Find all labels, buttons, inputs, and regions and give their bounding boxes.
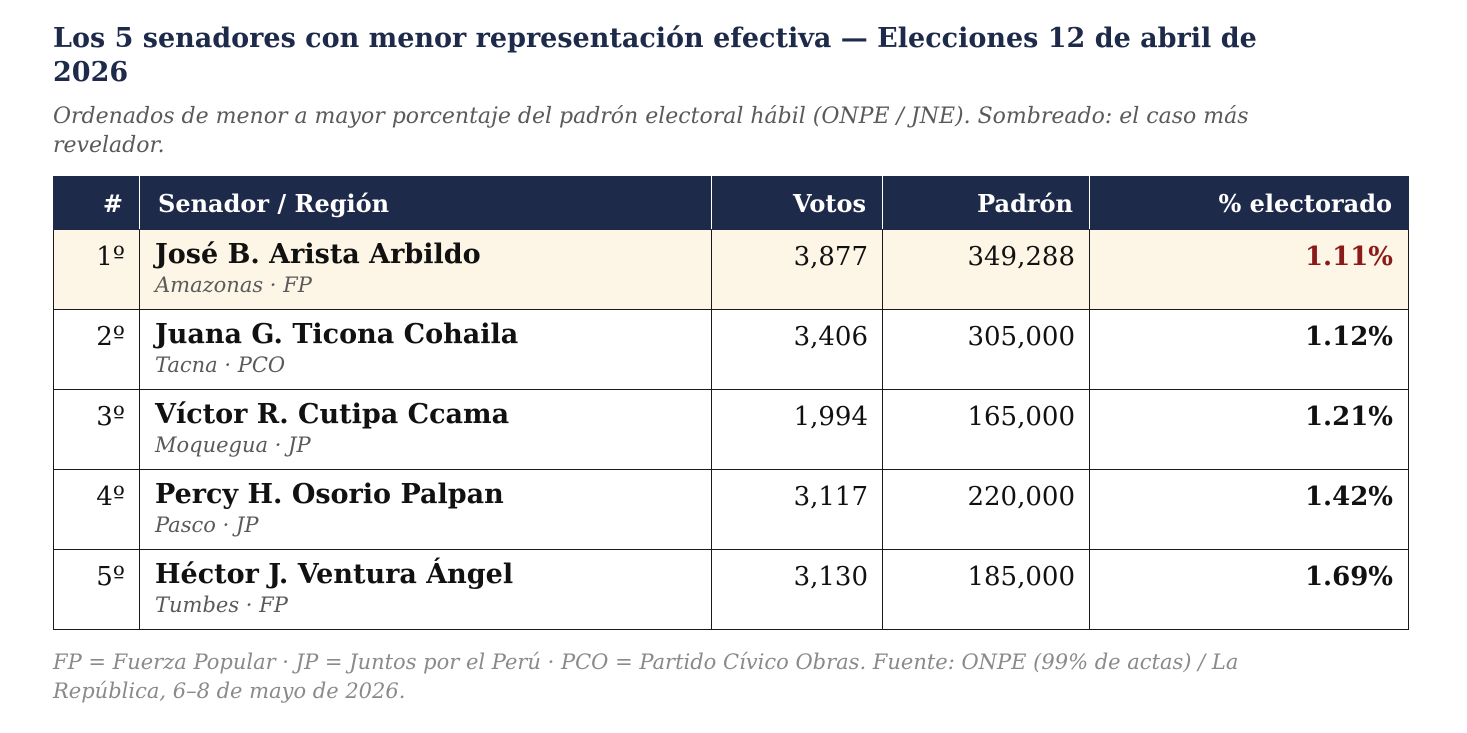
senator-name: Víctor R. Cutipa Ccama (155, 399, 510, 430)
row-senator: Percy H. Osorio Palpan Pasco · JP (139, 469, 712, 550)
senator-region-party: Pasco · JP (155, 513, 259, 537)
row-votos: 3,130 (711, 549, 883, 630)
row-pct: 1.69% (1089, 549, 1409, 630)
senator-name: Héctor J. Ventura Ángel (155, 559, 514, 590)
row-rank: 5º (53, 549, 140, 630)
row-pct: 1.21% (1089, 389, 1409, 470)
row-votos: 3,117 (711, 469, 883, 550)
page-title: Los 5 senadores con menor representación… (53, 23, 1257, 88)
senator-region-party: Tacna · PCO (155, 353, 286, 377)
senator-name: José B. Arista Arbildo (155, 239, 481, 270)
header-name: Senador / Región (139, 176, 712, 230)
row-rank: 1º (53, 229, 140, 310)
row-senator: Víctor R. Cutipa Ccama Moquegua · JP (139, 389, 712, 470)
senator-region-party: Amazonas · FP (155, 273, 312, 297)
row-rank: 2º (53, 309, 140, 390)
row-votos: 3,406 (711, 309, 883, 390)
row-senator: Héctor J. Ventura Ángel Tumbes · FP (139, 549, 712, 630)
table-row: 4º Percy H. Osorio Palpan Pasco · JP 3,1… (53, 469, 1409, 550)
page-subtitle: Ordenados de menor a mayor porcentaje de… (53, 104, 1249, 158)
footnote: FP = Fuerza Popular · JP = Juntos por el… (53, 650, 1239, 703)
row-senator: José B. Arista Arbildo Amazonas · FP (139, 229, 712, 310)
header-pct: % electorado (1089, 176, 1409, 230)
table-row: 2º Juana G. Ticona Cohaila Tacna · PCO 3… (53, 309, 1409, 390)
senator-region-party: Tumbes · FP (155, 593, 288, 617)
header-padron: Padrón (882, 176, 1090, 230)
table-row: 1º José B. Arista Arbildo Amazonas · FP … (53, 229, 1409, 310)
row-votos: 3,877 (711, 229, 883, 310)
senators-table: # Senador / Región Votos Padrón % electo… (53, 176, 1409, 630)
row-votos: 1,994 (711, 389, 883, 470)
row-padron: 185,000 (882, 549, 1090, 630)
header-votos: Votos (711, 176, 883, 230)
row-padron: 305,000 (882, 309, 1090, 390)
row-pct: 1.11% (1089, 229, 1409, 310)
row-padron: 165,000 (882, 389, 1090, 470)
row-padron: 220,000 (882, 469, 1090, 550)
row-rank: 3º (53, 389, 140, 470)
table-row: 3º Víctor R. Cutipa Ccama Moquegua · JP … (53, 389, 1409, 470)
table-header-row: # Senador / Región Votos Padrón % electo… (53, 176, 1409, 230)
senator-name: Juana G. Ticona Cohaila (155, 319, 519, 350)
row-senator: Juana G. Ticona Cohaila Tacna · PCO (139, 309, 712, 390)
senator-name: Percy H. Osorio Palpan (155, 479, 504, 510)
row-pct: 1.12% (1089, 309, 1409, 390)
row-rank: 4º (53, 469, 140, 550)
senator-region-party: Moquegua · JP (155, 433, 311, 457)
row-padron: 349,288 (882, 229, 1090, 310)
header-rank: # (53, 176, 140, 230)
row-pct: 1.42% (1089, 469, 1409, 550)
table-row: 5º Héctor J. Ventura Ángel Tumbes · FP 3… (53, 549, 1409, 630)
